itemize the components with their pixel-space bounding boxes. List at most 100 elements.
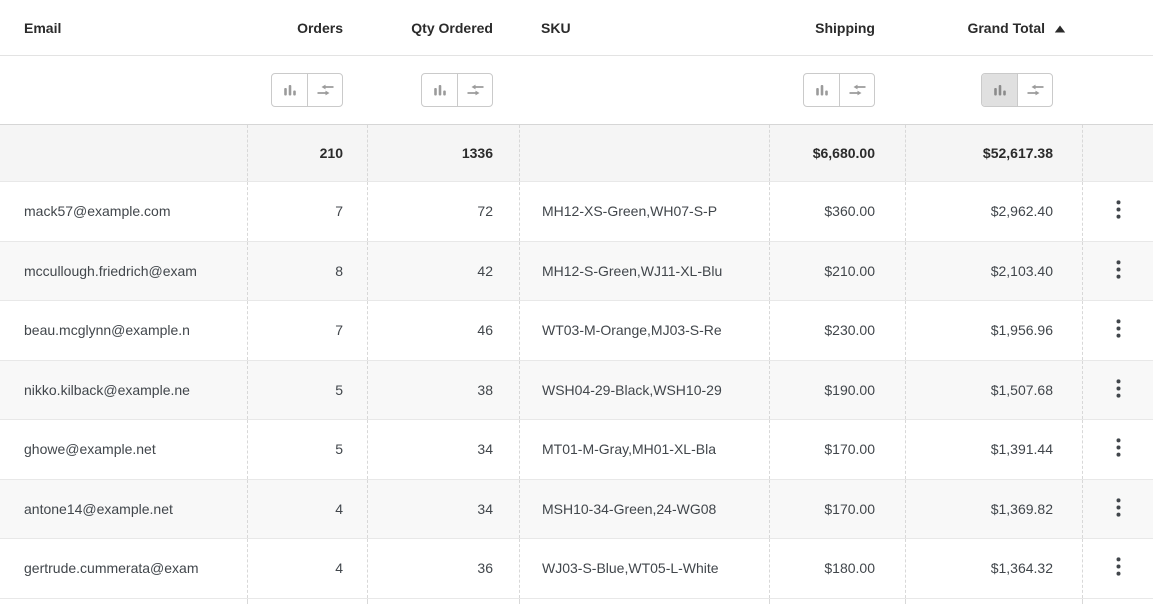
column-header-email[interactable]: Email xyxy=(24,19,62,36)
totals-email-cell xyxy=(0,125,247,181)
totals-sku-cell xyxy=(519,125,769,181)
totals-shipping-value: $6,680.00 xyxy=(769,125,905,181)
row-actions-menu-button[interactable] xyxy=(1106,313,1131,347)
orders-view-toggle-group xyxy=(271,73,343,107)
orders-cell: 4 xyxy=(247,479,367,538)
qty-ordered-cell: 34 xyxy=(367,479,519,538)
shipping-cell: $180.00 xyxy=(769,539,905,598)
qty-view-toggle-group xyxy=(421,73,493,107)
column-header-grand-total[interactable]: Grand Total xyxy=(905,0,1082,55)
column-toolbar-row xyxy=(0,56,1153,125)
grand-total-swap-arrows-button[interactable] xyxy=(1017,74,1052,106)
email-cell: ghowe@example.net xyxy=(24,441,156,458)
vertical-ellipsis-icon xyxy=(1116,498,1121,520)
table-row: gertrude.cummerata@exam 4 36 WJ03-S-Blue… xyxy=(0,538,1153,598)
sku-cell: WSH04-29-Black,WSH10-29 xyxy=(519,360,769,419)
vertical-ellipsis-icon xyxy=(1116,260,1121,282)
shipping-cell: $210.00 xyxy=(769,241,905,300)
actions-cell xyxy=(1082,479,1153,538)
table-header-row: Email Orders Qty Ordered SKU Shipping Gr… xyxy=(0,0,1153,56)
table-row: mack57@example.com 7 72 MH12-XS-Green,WH… xyxy=(0,181,1153,241)
qty-bar-chart-button[interactable] xyxy=(422,74,457,106)
vertical-ellipsis-icon xyxy=(1116,379,1121,401)
table-totals-row: 210 1336 $6,680.00 $52,617.38 xyxy=(0,125,1153,181)
qty-ordered-cell: 42 xyxy=(367,241,519,300)
table-row: mccullough.friedrich@exam 8 42 MH12-S-Gr… xyxy=(0,240,1153,300)
grand-total-cell: $1,364.32 xyxy=(905,539,1082,598)
totals-qty-value: 1336 xyxy=(367,125,519,181)
shipping-cell: $170.00 xyxy=(769,420,905,479)
partial-next-row xyxy=(0,597,1153,604)
shipping-cell: $230.00 xyxy=(769,301,905,360)
row-actions-menu-button[interactable] xyxy=(1106,254,1131,288)
row-actions-menu-button[interactable] xyxy=(1106,194,1131,228)
qty-ordered-cell: 46 xyxy=(367,301,519,360)
sku-cell: MH12-S-Green,WJ11-XL-Blu xyxy=(519,241,769,300)
table-row: beau.mcglynn@example.n 7 46 WT03-M-Orang… xyxy=(0,300,1153,360)
table-row: antone14@example.net 4 34 MSH10-34-Green… xyxy=(0,478,1153,538)
email-cell: beau.mcglynn@example.n xyxy=(24,322,190,339)
totals-orders-value: 210 xyxy=(247,125,367,181)
shipping-cell: $170.00 xyxy=(769,479,905,538)
email-cell: gertrude.cummerata@exam xyxy=(24,560,199,577)
actions-cell xyxy=(1082,360,1153,419)
column-header-qty-ordered[interactable]: Qty Ordered xyxy=(411,19,493,36)
qty-ordered-cell: 34 xyxy=(367,420,519,479)
grand-total-cell: $1,956.96 xyxy=(905,301,1082,360)
actions-cell xyxy=(1082,420,1153,479)
qty-ordered-cell: 36 xyxy=(367,539,519,598)
orders-bar-chart-button[interactable] xyxy=(272,74,307,106)
toolbar-spacer-sku xyxy=(519,56,769,124)
row-actions-menu-button[interactable] xyxy=(1106,373,1131,407)
sku-cell: MSH10-34-Green,24-WG08 xyxy=(519,479,769,538)
sku-cell: MH12-XS-Green,WH07-S-P xyxy=(519,182,769,241)
row-actions-menu-button[interactable] xyxy=(1106,551,1131,585)
qty-ordered-cell: 38 xyxy=(367,360,519,419)
toolbar-spacer-actions xyxy=(1082,56,1153,124)
toolbar-cell-orders xyxy=(247,56,367,124)
qty-swap-arrows-button[interactable] xyxy=(457,74,492,106)
orders-cell: 4 xyxy=(247,539,367,598)
shipping-swap-arrows-button[interactable] xyxy=(839,74,874,106)
actions-cell xyxy=(1082,539,1153,598)
toolbar-cell-shipping xyxy=(769,56,905,124)
grand-total-bar-chart-button-active[interactable] xyxy=(982,74,1017,106)
shipping-cell: $360.00 xyxy=(769,182,905,241)
grand-total-cell: $1,507.68 xyxy=(905,360,1082,419)
shipping-cell: $190.00 xyxy=(769,360,905,419)
row-actions-menu-button[interactable] xyxy=(1106,432,1131,466)
email-cell: mccullough.friedrich@exam xyxy=(24,262,197,279)
vertical-ellipsis-icon xyxy=(1116,319,1121,341)
email-cell: antone14@example.net xyxy=(24,500,173,517)
vertical-ellipsis-icon xyxy=(1116,557,1121,579)
actions-cell xyxy=(1082,241,1153,300)
column-header-shipping[interactable]: Shipping xyxy=(815,19,875,36)
shipping-bar-chart-button[interactable] xyxy=(804,74,839,106)
grand-total-header-label: Grand Total xyxy=(967,19,1045,36)
vertical-ellipsis-icon xyxy=(1116,200,1121,222)
orders-cell: 8 xyxy=(247,241,367,300)
sku-cell: MT01-M-Gray,MH01-XL-Bla xyxy=(519,420,769,479)
toolbar-cell-qty-ordered xyxy=(367,56,519,124)
grand-total-cell: $1,391.44 xyxy=(905,420,1082,479)
row-actions-menu-button[interactable] xyxy=(1106,492,1131,526)
actions-cell xyxy=(1082,301,1153,360)
sort-ascending-icon xyxy=(1054,20,1066,36)
sku-cell: WT03-M-Orange,MJ03-S-Re xyxy=(519,301,769,360)
orders-swap-arrows-button[interactable] xyxy=(307,74,342,106)
table-body: mack57@example.com 7 72 MH12-XS-Green,WH… xyxy=(0,181,1153,598)
email-cell: mack57@example.com xyxy=(24,203,171,220)
email-cell: nikko.kilback@example.ne xyxy=(24,381,190,398)
vertical-ellipsis-icon xyxy=(1116,438,1121,460)
orders-cell: 5 xyxy=(247,360,367,419)
column-header-sku[interactable]: SKU xyxy=(541,19,571,36)
grand-total-cell: $2,103.40 xyxy=(905,241,1082,300)
totals-actions-cell xyxy=(1082,125,1153,181)
column-header-orders[interactable]: Orders xyxy=(297,19,343,36)
shipping-view-toggle-group xyxy=(803,73,875,107)
grand-total-cell: $1,369.82 xyxy=(905,479,1082,538)
toolbar-cell-grand-total xyxy=(905,56,1082,124)
qty-ordered-cell: 72 xyxy=(367,182,519,241)
orders-cell: 5 xyxy=(247,420,367,479)
